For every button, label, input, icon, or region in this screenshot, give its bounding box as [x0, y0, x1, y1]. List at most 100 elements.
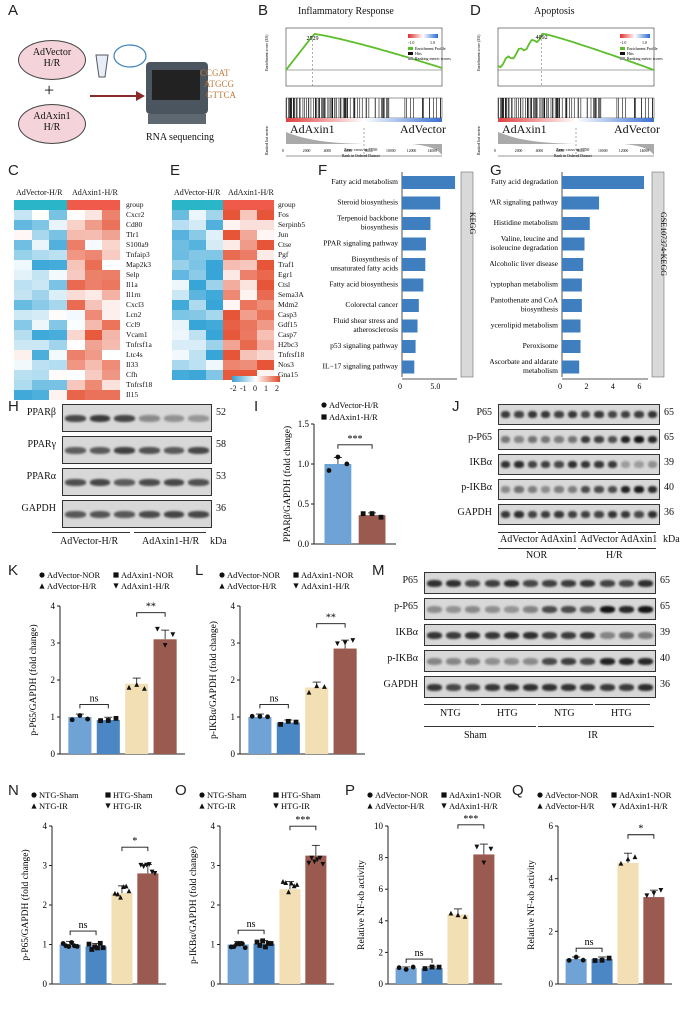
heatmap-c-group1: AdVector-H/R	[16, 188, 63, 197]
ytick: 2	[211, 900, 216, 910]
blot-band	[514, 486, 524, 493]
bar	[562, 278, 582, 292]
bar	[227, 944, 249, 984]
ytick: 1	[231, 712, 236, 722]
gene-label: Il1rn	[126, 290, 141, 299]
kda-unit: kDa	[663, 534, 680, 545]
data-point	[321, 414, 327, 420]
sig-bracket	[316, 623, 346, 628]
legend-entry: NTG-Sham	[39, 790, 79, 800]
data-point	[105, 718, 111, 723]
data-point	[142, 685, 147, 691]
heat-cell	[49, 200, 67, 210]
ytick: 1	[51, 712, 56, 722]
bar	[59, 944, 81, 984]
data-point	[321, 402, 327, 408]
blot-band	[634, 461, 644, 468]
heatmap-e: AdVector-H/R AdAxin1-H/R group Fos Serpinb…	[168, 160, 318, 395]
chart-o: 0 1 2 3 4 p-IKBα/GAPDH (fold change) NTG-Sham H…	[188, 790, 334, 989]
bar	[402, 360, 415, 374]
data-point	[306, 689, 312, 695]
data-point	[306, 860, 312, 866]
data-point	[152, 871, 158, 876]
heat-cell	[223, 240, 240, 250]
legend-entry: AdAxin1-H/R	[301, 581, 350, 591]
blot-band	[647, 486, 657, 493]
data-point	[625, 856, 631, 862]
bar	[402, 217, 431, 230]
chart-n: 0 1 2 3 4 p-P65/GAPDH (fold change) NTG-Sham HT…	[20, 790, 166, 989]
category-label: Fluid shear stress and	[333, 316, 398, 325]
category-label: Glycerolipid metabolism	[490, 321, 558, 330]
kda-value: 65	[664, 432, 674, 443]
group-label: HTG	[611, 708, 632, 719]
kda-value: 40	[664, 482, 674, 493]
blot-band	[65, 510, 86, 518]
data-point	[599, 957, 605, 963]
category-label: Peroxisome	[523, 341, 559, 350]
blot-band	[527, 461, 537, 468]
blot-band	[65, 478, 86, 486]
blot-band	[163, 446, 185, 454]
blot-band	[581, 436, 591, 443]
heat-cell	[84, 340, 103, 350]
heat-cell	[257, 290, 274, 300]
data-point	[410, 964, 416, 970]
kda-value: 52	[216, 407, 226, 418]
blot-band	[567, 436, 577, 443]
blot-band	[542, 579, 558, 587]
legend-low: -1.0	[620, 40, 626, 45]
bar	[562, 217, 590, 230]
heat-cell	[206, 300, 223, 310]
heat-cell	[31, 280, 50, 290]
ytick: 10	[374, 821, 384, 831]
heat-cell	[102, 250, 120, 260]
gene-label: Pgf	[278, 250, 289, 259]
gene-label: Map2k3	[126, 260, 151, 269]
heat-cell	[102, 260, 120, 270]
cond-line	[424, 726, 536, 727]
gene-label: Egr1	[278, 270, 293, 279]
heat-cell	[257, 320, 274, 330]
heatmap-e-grid	[172, 200, 274, 380]
chart-k: 0 1 2 3 4 p-P65/GAPDH (fold change) AdVector-N…	[28, 570, 185, 759]
blot-band	[561, 657, 577, 665]
heat-cell	[189, 250, 206, 260]
plus-sign: +	[44, 80, 55, 100]
rank-colorbar	[286, 118, 442, 122]
heat-cell	[240, 210, 257, 220]
bar	[111, 893, 133, 984]
blot-band	[139, 478, 160, 486]
gsea-b-title: Inflammatory Response	[298, 6, 394, 17]
sig-bracket	[259, 703, 289, 709]
heat-cell	[84, 320, 103, 330]
heat-cell	[172, 200, 189, 210]
heat-cell	[172, 330, 189, 340]
heat-cell	[206, 280, 223, 290]
gsea-xlabel: Rank in Ordered Dataset	[554, 154, 593, 158]
category-label: Tryptophan metabolism	[490, 280, 558, 289]
data-point	[580, 957, 586, 963]
legend-entry: NTG-IR	[39, 801, 68, 811]
group-line	[424, 704, 479, 705]
blot-band	[567, 411, 577, 418]
heat-cell	[240, 220, 257, 230]
sig-label: ns	[585, 937, 594, 948]
heat-cell	[189, 330, 206, 340]
blot-band	[501, 511, 511, 518]
data-point	[314, 857, 320, 863]
blot-band	[542, 631, 558, 639]
data-point	[100, 945, 106, 951]
sig-bracket	[627, 834, 655, 839]
gene-label: S100a9	[126, 240, 149, 249]
heat-cell	[189, 200, 206, 210]
group-label: AdAxin1	[620, 534, 658, 545]
category-label: Valine, leucine and	[501, 234, 559, 243]
blot-strip	[424, 572, 656, 594]
heat-cell	[172, 350, 189, 360]
blot-band	[580, 631, 596, 639]
heat-cell	[84, 350, 103, 360]
ytick: 4	[43, 821, 48, 831]
heat-cell	[206, 270, 223, 280]
ytick: 0	[51, 749, 56, 759]
